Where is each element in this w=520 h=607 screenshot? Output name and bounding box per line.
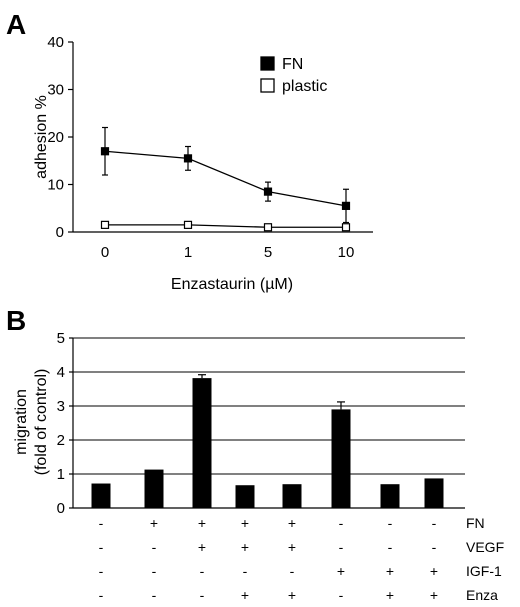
panel-a-series-line (104, 150, 347, 207)
panel-a-data-point (263, 223, 273, 232)
panel-b-condition-label: IGF-1 (466, 563, 502, 579)
panel-a-data-point (100, 147, 110, 156)
panel-b-condition-sign: + (430, 587, 438, 603)
panel-b-ytick-label: 1 (57, 466, 65, 483)
panel-b-condition-sign: - (99, 539, 104, 555)
panel-a-legend-label: plastic (282, 78, 327, 95)
panel-a-data-point (341, 223, 351, 232)
panel-b-condition-sign: + (241, 539, 249, 555)
panel-b-condition-sign: - (388, 515, 393, 531)
panel-b-bar (282, 484, 302, 508)
panel-b-condition-table: - + + + + - - - FN - - + + + - - - VEGF - - - - - + + + IGF-1 - - - + +… (99, 515, 504, 603)
panel-b-ytick-label: 0 (57, 500, 65, 517)
panel-b-ytick-label: 4 (57, 364, 65, 381)
panel-a-axes (72, 42, 373, 233)
panel-b-condition-label: FN (466, 515, 485, 531)
panel-a-ytick-label: 30 (47, 82, 64, 99)
panel-b-condition-sign: - (432, 515, 437, 531)
panel-a-legend-swatch (260, 78, 275, 93)
panel-a-xtick-label: 0 (101, 244, 109, 261)
panel-b-condition-label: VEGF (466, 539, 504, 555)
panel-b: B migration (fold of control) 0 1 2 3 4 5 - + +… (6, 305, 504, 603)
panel-b-condition-sign: + (386, 563, 394, 579)
panel-a-series (100, 126, 351, 232)
panel-b-condition-sign: + (198, 539, 206, 555)
panel-a-ytick-label: 0 (56, 224, 64, 241)
panel-b-condition-sign: - (152, 563, 157, 579)
panel-a-yticks: 0 10 20 30 40 (47, 34, 73, 241)
panel-b-grid (73, 337, 465, 475)
panel-a-legend-swatch (260, 56, 275, 71)
panel-b-condition-sign: - (339, 539, 344, 555)
panel-b-condition-sign: + (198, 515, 206, 531)
panel-b-bars (91, 374, 444, 508)
panel-a-xticks: 0 1 5 10 (101, 244, 355, 261)
panel-b-bar (144, 469, 164, 508)
panel-a-series-fn (100, 126, 351, 224)
panel-b-bar (424, 478, 444, 508)
panel-b-ytick-label: 3 (57, 398, 65, 415)
panel-b-condition-sign: - (200, 587, 205, 603)
panel-b-axes (72, 338, 465, 509)
panel-b-condition-sign: - (339, 587, 344, 603)
panel-b-bar (380, 484, 400, 508)
panel-b-condition-sign: - (152, 587, 157, 603)
panel-b-ytick-label: 5 (57, 330, 65, 347)
panel-b-condition-sign: + (288, 539, 296, 555)
panel-a-series-plastic (100, 220, 351, 232)
panel-b-condition-label: Enza (466, 587, 498, 603)
panel-a: A adhesion % Enzastaurin (µM) 010203040 … (6, 9, 373, 293)
panel-b-condition-sign: - (200, 563, 205, 579)
panel-a-legend: FN plastic (260, 56, 327, 95)
panel-b-bar (192, 378, 212, 508)
panel-a-data-point (100, 220, 110, 229)
panel-b-condition-sign: + (386, 587, 394, 603)
panel-b-ylabel-2: (fold of control) (33, 369, 50, 476)
panel-b-bar (91, 483, 111, 508)
panel-b-ylabel: migration (13, 389, 30, 455)
panel-a-ytick-label: 40 (47, 34, 64, 51)
panel-b-condition-sign: - (243, 563, 248, 579)
panel-a-xtick-label: 1 (184, 244, 192, 261)
panel-b-condition-sign: + (241, 515, 249, 531)
panel-b-condition-sign: - (388, 539, 393, 555)
panel-a-data-point (183, 154, 193, 163)
panel-b-condition-sign: + (288, 587, 296, 603)
panel-a-ytick-label: 20 (47, 129, 64, 146)
panel-b-condition-sign: + (288, 515, 296, 531)
panel-a-data-point (183, 220, 193, 229)
panel-a-data-point (263, 187, 273, 196)
panel-b-condition-sign: + (430, 563, 438, 579)
panel-b-condition-sign: - (99, 515, 104, 531)
panel-a-legend-label: FN (282, 56, 303, 73)
panel-a-ytick-label: 10 (47, 177, 64, 194)
panel-a-ylabel: adhesion % (33, 95, 50, 179)
panel-b-letter: B (6, 305, 26, 336)
panel-b-ytick-label: 2 (57, 432, 65, 449)
panel-b-condition-sign: - (99, 587, 104, 603)
panel-a-xtick-label: 10 (338, 244, 355, 261)
panel-b-condition-sign: - (99, 563, 104, 579)
panel-a-xtick-label: 5 (264, 244, 272, 261)
panel-b-condition-sign: - (339, 515, 344, 531)
panel-a-letter: A (6, 9, 26, 40)
panel-a-xlabel: Enzastaurin (µM) (171, 276, 293, 293)
panel-b-condition-sign: - (432, 539, 437, 555)
panel-b-bar (235, 485, 255, 508)
panel-b-condition-sign: - (290, 563, 295, 579)
panel-a-series-line (105, 224, 346, 228)
panel-b-condition-sign: + (150, 515, 158, 531)
panel-b-condition-sign: + (241, 587, 249, 603)
panel-a-data-point (341, 201, 351, 210)
panel-b-condition-sign: - (152, 539, 157, 555)
panel-b-yticks: 0 1 2 3 4 5 (57, 330, 73, 517)
panel-b-condition-sign: + (337, 563, 345, 579)
panel-b-bar (331, 409, 351, 508)
